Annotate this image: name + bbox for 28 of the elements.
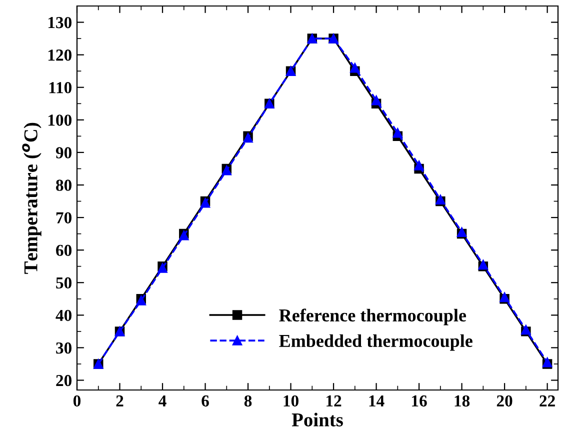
x-tick-label: 18 — [454, 395, 470, 407]
y-tick-label: 40 — [56, 310, 72, 322]
y-tick-label: 60 — [56, 244, 72, 256]
x-tick-label: 4 — [158, 395, 166, 406]
x-axis-title: Points — [292, 412, 343, 426]
x-tick-label: 22 — [540, 395, 555, 406]
y-tick-label: 30 — [56, 342, 72, 354]
y-tick-label: 20 — [56, 374, 72, 386]
legend-label: Reference thermocouple — [279, 308, 466, 326]
legend-label: Embedded thermocouple — [279, 334, 472, 351]
x-tick-label: 0 — [73, 395, 81, 407]
y-tick-label: 90 — [56, 147, 72, 158]
x-tick-label: 8 — [244, 395, 252, 407]
x-tick-label: 14 — [369, 395, 384, 406]
y-tick-label: 50 — [56, 277, 72, 289]
y-axis-title: Temperature ($^{o}$C) — [22, 122, 42, 274]
x-tick-label: 20 — [496, 395, 512, 407]
x-tick-label: 12 — [326, 395, 342, 406]
y-tick-label: 110 — [49, 82, 72, 94]
x-tick-label: 16 — [412, 395, 427, 407]
y-tick-label: 80 — [56, 180, 72, 191]
x-tick-label: 10 — [284, 395, 298, 407]
y-tick-label: 100 — [48, 114, 72, 126]
y-tick-label: 130 — [48, 16, 72, 28]
x-tick-label: 2 — [116, 395, 124, 406]
y-tick-label: 70 — [56, 212, 72, 224]
x-tick-label: 6 — [202, 395, 209, 407]
y-tick-label: 120 — [48, 50, 72, 61]
